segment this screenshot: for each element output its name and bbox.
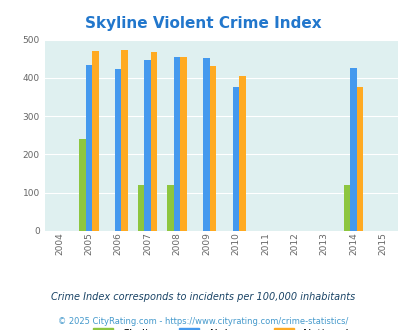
Bar: [167, 185, 173, 231]
Text: © 2025 CityRating.com - https://www.cityrating.com/crime-statistics/: © 2025 CityRating.com - https://www.city…: [58, 317, 347, 326]
Bar: [138, 185, 144, 231]
Bar: [173, 57, 180, 231]
Text: Crime Index corresponds to incidents per 100,000 inhabitants: Crime Index corresponds to incidents per…: [51, 292, 354, 302]
Bar: [232, 87, 239, 231]
Bar: [85, 65, 92, 231]
Bar: [203, 58, 209, 231]
Bar: [239, 76, 245, 231]
Bar: [350, 68, 356, 231]
Bar: [356, 87, 362, 231]
Bar: [115, 69, 121, 231]
Bar: [144, 60, 151, 231]
Bar: [343, 185, 350, 231]
Bar: [209, 66, 216, 231]
Bar: [121, 50, 128, 231]
Bar: [180, 57, 186, 231]
Bar: [92, 51, 98, 231]
Bar: [151, 52, 157, 231]
Bar: [79, 139, 85, 231]
Text: Skyline Violent Crime Index: Skyline Violent Crime Index: [85, 16, 320, 31]
Legend: Skyline, Alabama, National: Skyline, Alabama, National: [93, 328, 348, 330]
